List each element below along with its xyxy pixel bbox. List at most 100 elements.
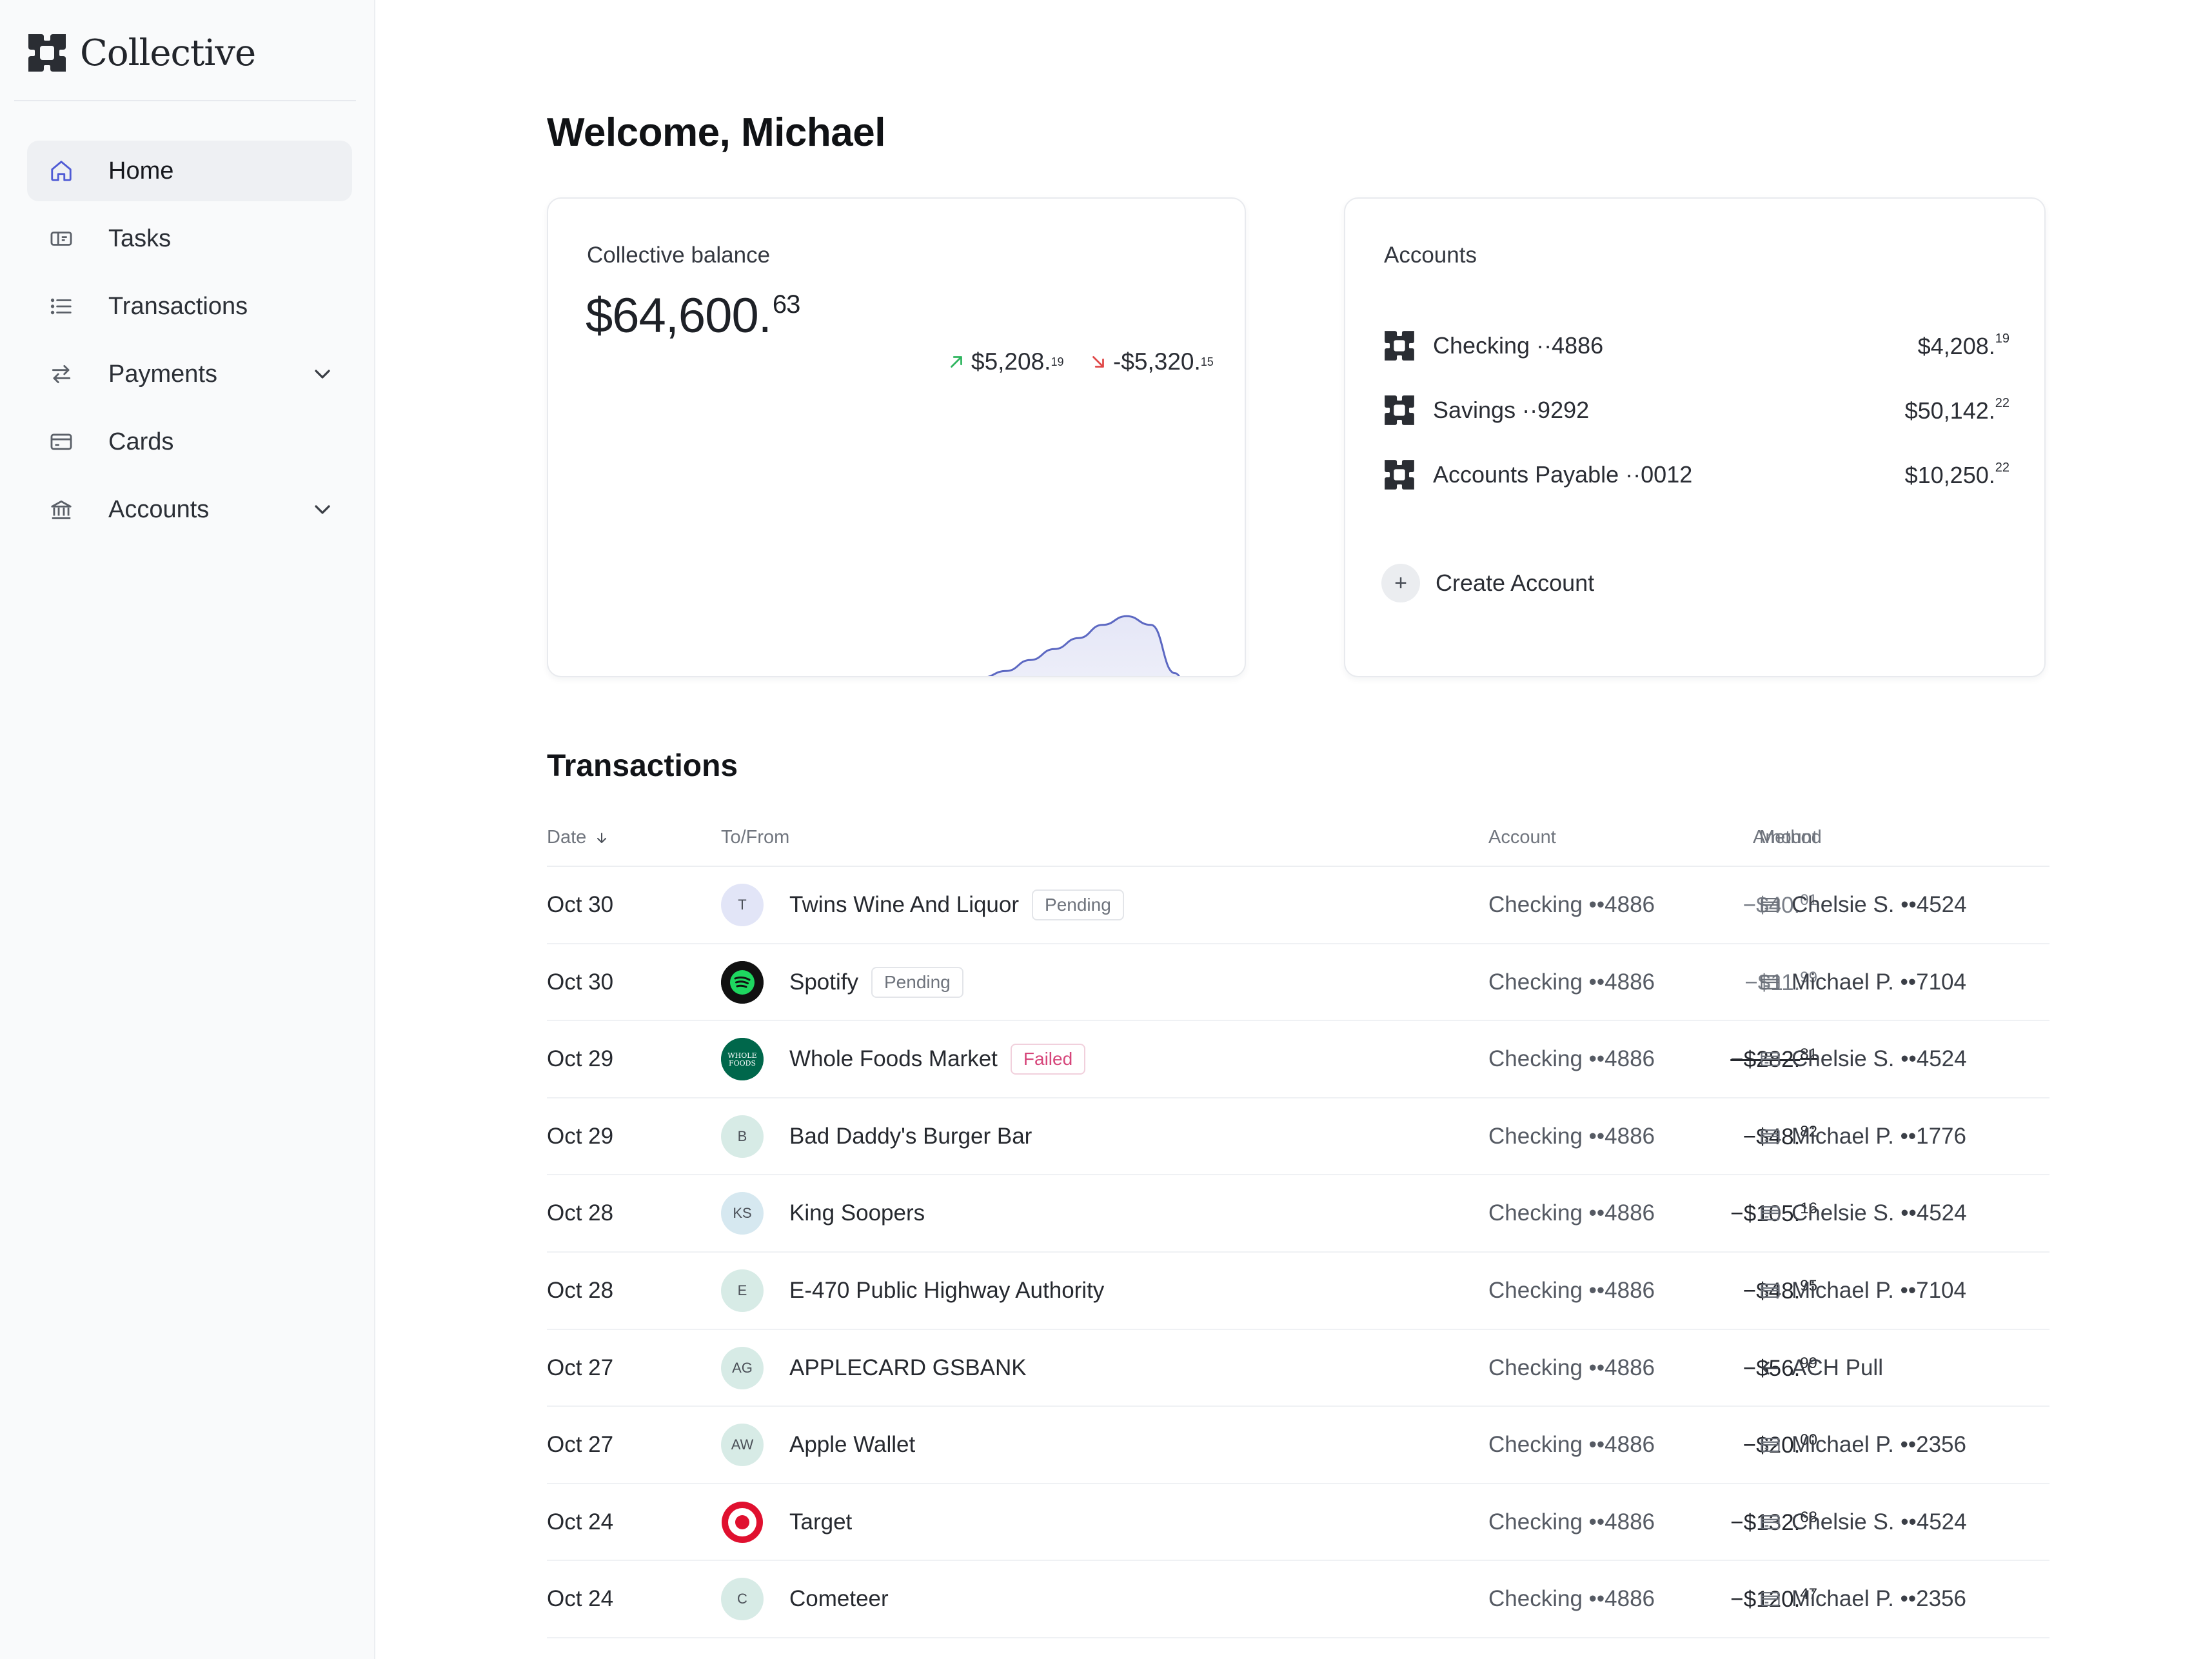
account-row-checking[interactable]: Checking ··4886 $4,208.19: [1383, 326, 2010, 365]
card-icon: [1759, 1511, 1781, 1533]
table-row[interactable]: Oct 27 AG APPLECARD GSBANK −$56.99 Checking …: [547, 1330, 2049, 1407]
account-name: Accounts Payable ··0012: [1433, 461, 1693, 488]
balance-card: Collective balance $64,600.63 $5,208. 19 …: [547, 197, 1246, 677]
accounts-card: Accounts Checking ··4886 $4,208.19 Savin…: [1344, 197, 2046, 677]
table-row[interactable]: Oct 29 WHOLE FOODS Whole Foods Market Failed…: [547, 1021, 2049, 1098]
account-row-savings[interactable]: Savings ··9292 $50,142.22: [1383, 391, 2010, 430]
table-row[interactable]: Oct 30 T Twins Wine And Liquor Pending −$40.…: [547, 867, 2049, 944]
amount-cents: 99: [1800, 968, 1817, 986]
column-header-account[interactable]: Account: [1488, 827, 1556, 848]
status-badge: Pending: [1032, 889, 1124, 920]
cell-date: Oct 30: [547, 969, 614, 995]
amount-cents: 82: [1800, 1122, 1817, 1140]
cell-date: Oct 29: [547, 1123, 614, 1149]
cell-account: Checking ••4886: [1488, 1123, 1655, 1149]
cell-account: Checking ••4886: [1488, 1277, 1655, 1303]
money-in: $5,208. 19: [947, 348, 1063, 375]
sidebar-item-accounts[interactable]: Accounts: [27, 479, 352, 540]
card-icon: [1759, 971, 1781, 993]
svg-text:FOODS: FOODS: [729, 1059, 756, 1068]
method-label: Michael P. ••2356: [1792, 1586, 1966, 1612]
table-row[interactable]: Oct 28 KS King Soopers −$105.16 Checking ••4…: [547, 1175, 2049, 1253]
cell-method: Michael P. ••1776: [1759, 1098, 1966, 1175]
account-balance-main: $10,250.: [1904, 462, 1995, 488]
cell-account: Checking ••4886: [1488, 1432, 1655, 1458]
arrow-left-icon: [1759, 1357, 1781, 1379]
arrow-down-right-icon: [1092, 356, 1104, 368]
cell-account: Checking ••4886: [1488, 1355, 1655, 1380]
cell-date: Oct 30: [547, 892, 614, 917]
method-label: Chelsie S. ••4524: [1792, 892, 1967, 917]
card-icon: [1759, 1588, 1781, 1610]
method-label: ACH Pull: [1792, 1355, 1883, 1380]
account-row-accounts-payable[interactable]: Accounts Payable ··0012 $10,250.22: [1383, 455, 2010, 494]
avatar-initials: T: [738, 897, 747, 913]
cell-to-from: KS King Soopers: [721, 1175, 925, 1251]
sidebar-item-payments[interactable]: Payments: [27, 344, 352, 404]
brand-name: Collective: [80, 32, 256, 74]
status-badge: Pending: [871, 966, 963, 998]
table-row[interactable]: Oct 28 E E-470 Public Highway Authority −$4…: [547, 1253, 2049, 1330]
amount-cents: 00: [1800, 1431, 1817, 1449]
cell-method: Chelsie S. ••4524: [1759, 1021, 1967, 1097]
merchant-name: Target: [789, 1509, 853, 1535]
svg-text:WHOLE: WHOLE: [727, 1051, 756, 1060]
amount-value: −$20.00: [1743, 1431, 1817, 1458]
cell-to-from: WHOLE FOODS Whole Foods Market Failed: [721, 1021, 1086, 1097]
home-icon: [48, 157, 75, 184]
page-title: Welcome, Michael: [547, 110, 885, 155]
cell-account: Checking ••4886: [1488, 1046, 1655, 1072]
money-in-main: $5,208.: [971, 348, 1051, 375]
sidebar-item-home[interactable]: Home: [27, 141, 352, 201]
chevron-down-icon[interactable]: [310, 497, 335, 522]
cell-to-from: AW Apple Wallet: [721, 1407, 915, 1483]
account-balance-main: $50,142.: [1904, 397, 1995, 424]
cell-method: Michael P. ••2356: [1759, 1561, 1966, 1637]
column-header-to-from[interactable]: To/From: [721, 827, 789, 848]
method-label: Chelsie S. ••4524: [1792, 1200, 1967, 1226]
target-logo-icon: [721, 1500, 764, 1544]
balance-amount: $64,600.63: [586, 288, 800, 344]
method-label: Michael P. ••7104: [1792, 1277, 1966, 1303]
account-name: Savings ··9292: [1433, 397, 1590, 423]
column-header-method[interactable]: Method: [1759, 827, 1822, 848]
sidebar-item-label: Cards: [108, 428, 174, 455]
plus-icon: +: [1381, 564, 1420, 602]
card-icon: [1759, 1048, 1781, 1070]
avatar-initials: B: [737, 1128, 747, 1144]
cell-account: Checking ••4886: [1488, 969, 1655, 995]
table-row[interactable]: Oct 29 B Bad Daddy's Burger Bar −$48.82 Chec…: [547, 1098, 2049, 1176]
column-header-amount[interactable]: Amount: [1753, 827, 1817, 848]
table-row[interactable]: Oct 24 Target −$132.68 Checking ••4886 Chels…: [547, 1484, 2049, 1562]
sidebar-item-transactions[interactable]: Transactions: [27, 276, 352, 337]
sidebar-item-cards[interactable]: Cards: [27, 412, 352, 472]
cell-date: Oct 27: [547, 1355, 614, 1380]
cell-to-from: T Twins Wine And Liquor Pending: [721, 867, 1124, 943]
money-out: -$5,320. 15: [1089, 348, 1214, 375]
sidebar-item-label: Accounts: [108, 495, 210, 523]
brand-logo[interactable]: Collective: [26, 31, 256, 75]
cell-method: Michael P. ••7104: [1759, 1253, 1966, 1329]
account-name: Checking ··4886: [1433, 332, 1604, 359]
cell-account: Checking ••4886: [1488, 1509, 1655, 1535]
avatar: E: [721, 1269, 764, 1312]
column-header-label: Date: [547, 827, 587, 848]
cell-method: Michael P. ••7104: [1759, 944, 1966, 1020]
table-row[interactable]: Oct 30 Spotify Pending −$11.99 Checking ••48…: [547, 944, 2049, 1022]
method-label: Michael P. ••7104: [1792, 969, 1966, 995]
transactions-table: Date To/From Amount Account Method Oct 3…: [547, 819, 2049, 1638]
cell-account: Checking ••4886: [1488, 1586, 1655, 1612]
table-row[interactable]: Oct 24 C Cometeer −$120.47 Checking ••4886 Mi…: [547, 1561, 2049, 1638]
collective-account-icon: [1385, 395, 1414, 425]
collective-logo-icon: [28, 34, 66, 72]
merchant-name: Bad Daddy's Burger Bar: [789, 1123, 1032, 1149]
sidebar-item-tasks[interactable]: Tasks: [27, 208, 352, 269]
column-header-date[interactable]: Date: [547, 827, 609, 848]
ticket-icon: [48, 225, 75, 252]
card-icon: [1759, 1280, 1781, 1302]
create-account-button[interactable]: + Create Account: [1381, 564, 1594, 602]
merchant-name: E-470 Public Highway Authority: [789, 1277, 1105, 1303]
column-header-label: Amount: [1753, 827, 1817, 848]
chevron-down-icon[interactable]: [310, 361, 335, 387]
table-row[interactable]: Oct 27 AW Apple Wallet −$20.00 Checking ••48…: [547, 1407, 2049, 1484]
